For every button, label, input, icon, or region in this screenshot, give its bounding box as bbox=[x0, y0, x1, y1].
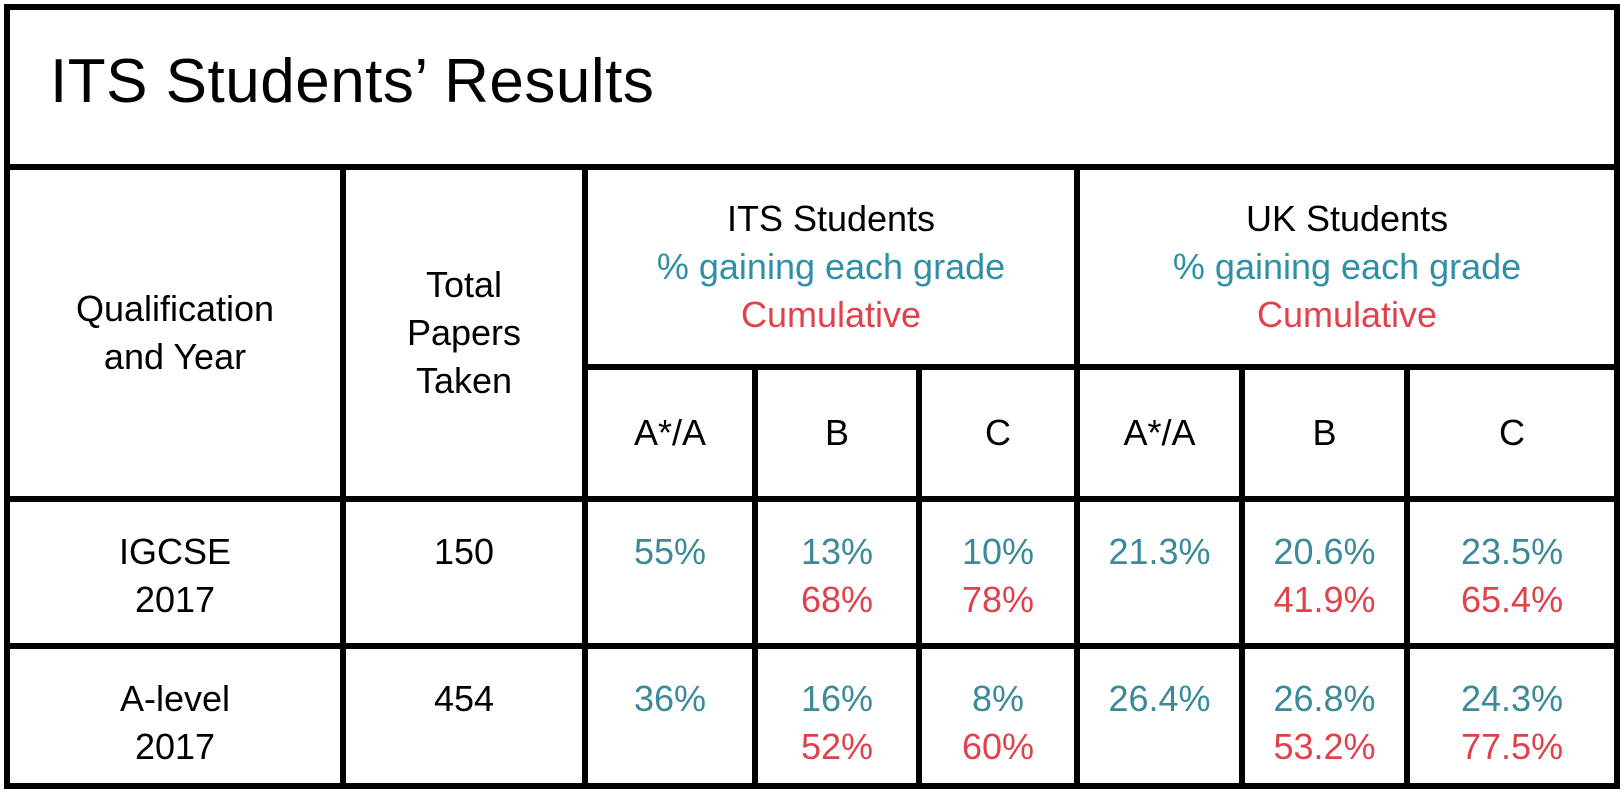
qualification-header: Qualification and Year bbox=[10, 164, 346, 502]
qualification-cell: A-level 2017 bbox=[10, 642, 346, 789]
qualification-year: 2017 bbox=[134, 578, 216, 620]
cumulative-value: 53.2% bbox=[1273, 725, 1376, 767]
header-line: and Year bbox=[103, 335, 247, 377]
qualification-name: A-level bbox=[119, 677, 231, 719]
percent-value: 24.3% bbox=[1461, 677, 1564, 719]
percent-value: 10% bbox=[961, 530, 1035, 572]
header-line: Papers bbox=[406, 311, 522, 353]
page-title: ITS Students’ Results bbox=[50, 47, 655, 116]
results-table: Qualification and Year Total Papers Take… bbox=[10, 164, 1615, 789]
total-papers-cell: 150 bbox=[340, 495, 588, 649]
its-grade-c-header: C bbox=[915, 363, 1081, 502]
uk-b-cell: 20.6% 41.9% bbox=[1239, 495, 1411, 649]
header-line: Total bbox=[425, 263, 503, 305]
its-b-cell: 16% 52% bbox=[752, 642, 922, 789]
its-b-cell: 13% 68% bbox=[752, 495, 922, 649]
percent-value: 55% bbox=[633, 530, 707, 572]
uk-students-header: UK Students % gaining each grade Cumulat… bbox=[1074, 164, 1615, 370]
its-c-cell: 8% 60% bbox=[915, 642, 1081, 789]
group-subtitle: % gaining each grade bbox=[1172, 245, 1522, 287]
cumulative-value: 77.5% bbox=[1461, 725, 1564, 767]
group-name: UK Students bbox=[1245, 197, 1449, 239]
qualification-year: 2017 bbox=[134, 725, 216, 767]
uk-grade-a-header: A*/A bbox=[1074, 363, 1246, 502]
uk-c-cell: 23.5% 65.4% bbox=[1404, 495, 1615, 649]
uk-a-cell: 26.4% bbox=[1074, 642, 1246, 789]
its-grade-b-header: B bbox=[752, 363, 922, 502]
cumulative-value: 68% bbox=[800, 578, 874, 620]
its-students-header: ITS Students % gaining each grade Cumula… bbox=[581, 164, 1081, 370]
percent-value: 8% bbox=[972, 677, 1025, 719]
percent-value: 13% bbox=[800, 530, 874, 572]
cumulative-value: 52% bbox=[800, 725, 874, 767]
percent-value: 16% bbox=[800, 677, 874, 719]
group-name: ITS Students bbox=[726, 197, 936, 239]
uk-b-cell: 26.8% 53.2% bbox=[1239, 642, 1411, 789]
percent-value: 26.4% bbox=[1108, 677, 1211, 719]
percent-value: 23.5% bbox=[1461, 530, 1564, 572]
its-a-cell: 36% bbox=[582, 642, 758, 789]
cumulative-value: 60% bbox=[961, 725, 1035, 767]
percent-value: 20.6% bbox=[1273, 530, 1376, 572]
percent-value: 36% bbox=[633, 677, 707, 719]
its-a-cell: 55% bbox=[582, 495, 758, 649]
table-row: A-level 2017 454 36% 16% 52% 8% 60% 26.4… bbox=[10, 642, 1615, 789]
total-papers-cell: 454 bbox=[340, 642, 588, 789]
total-papers-value: 150 bbox=[433, 530, 495, 572]
total-papers-header: Total Papers Taken bbox=[340, 164, 588, 502]
its-c-cell: 10% 78% bbox=[915, 495, 1081, 649]
cumulative-value: 78% bbox=[961, 578, 1035, 620]
header-line: Qualification bbox=[75, 287, 275, 329]
header-line: Taken bbox=[415, 359, 513, 401]
its-grade-a-header: A*/A bbox=[585, 363, 758, 502]
uk-grade-b-header: B bbox=[1239, 363, 1411, 502]
cumulative-value: 41.9% bbox=[1273, 578, 1376, 620]
uk-c-cell: 24.3% 77.5% bbox=[1404, 642, 1615, 789]
group-cumulative-label: Cumulative bbox=[1257, 293, 1438, 335]
total-papers-value: 454 bbox=[433, 677, 495, 719]
qualification-name: IGCSE bbox=[118, 530, 232, 572]
results-slide: ITS Students’ Results Qualification and … bbox=[4, 4, 1620, 789]
table-row: IGCSE 2017 150 55% 13% 68% 10% 78% 21.3%… bbox=[10, 495, 1615, 649]
percent-value: 21.3% bbox=[1108, 530, 1211, 572]
qualification-cell: IGCSE 2017 bbox=[10, 495, 346, 649]
cumulative-value: 65.4% bbox=[1461, 578, 1564, 620]
uk-a-cell: 21.3% bbox=[1074, 495, 1246, 649]
group-cumulative-label: Cumulative bbox=[740, 293, 922, 335]
uk-grade-c-header: C bbox=[1404, 363, 1615, 502]
percent-value: 26.8% bbox=[1273, 677, 1376, 719]
group-subtitle: % gaining each grade bbox=[656, 245, 1006, 287]
